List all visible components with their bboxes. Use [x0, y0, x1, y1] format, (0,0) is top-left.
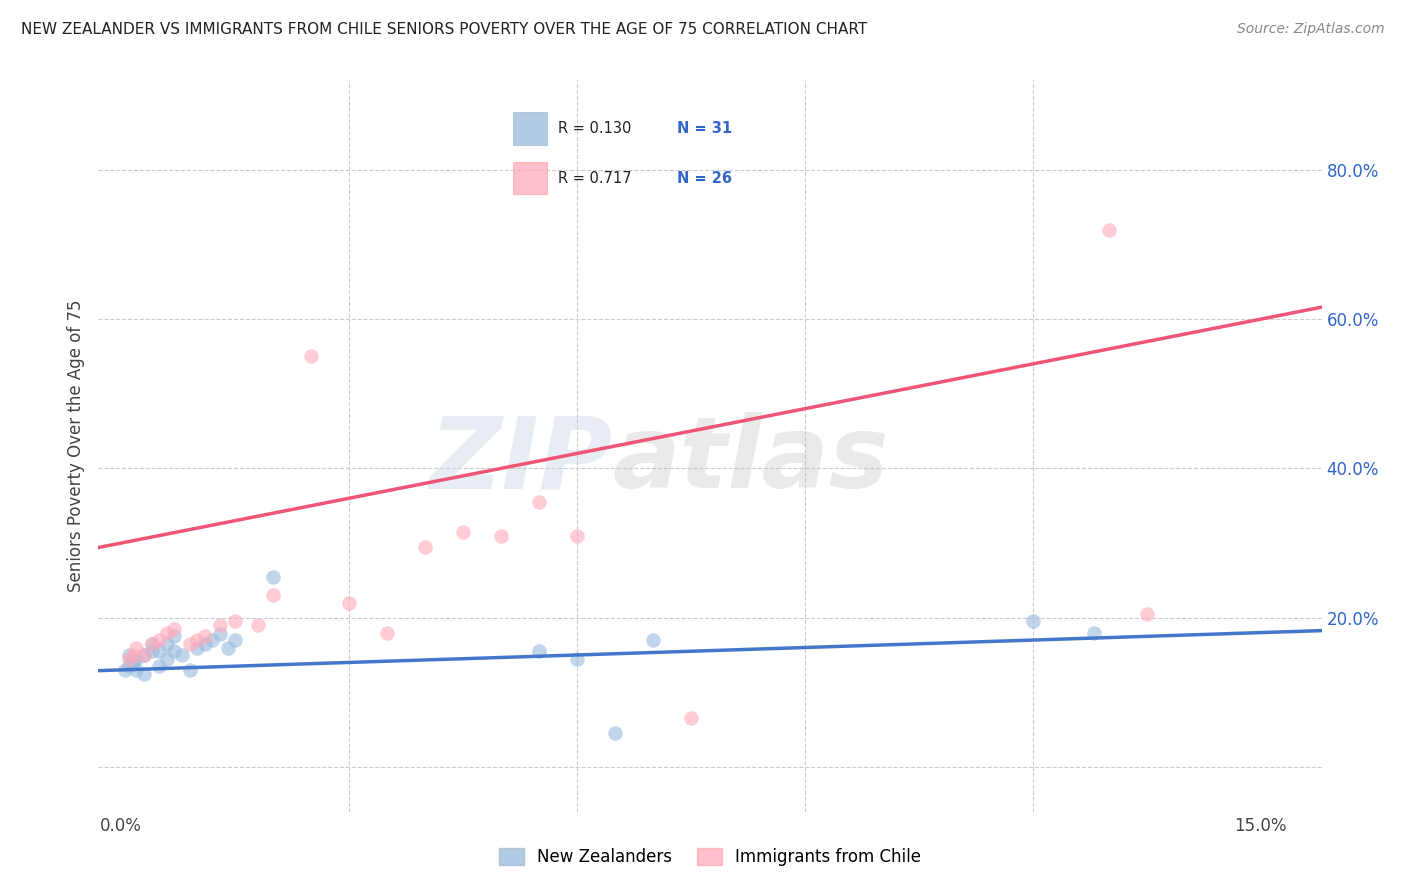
Point — [141, 637, 163, 651]
Point — [262, 588, 284, 602]
Point — [114, 663, 136, 677]
Point — [125, 663, 148, 677]
Point — [679, 711, 702, 725]
Point — [125, 651, 148, 665]
Point — [489, 528, 512, 542]
Point — [156, 625, 179, 640]
Point — [132, 648, 155, 662]
Point — [186, 640, 208, 655]
Point — [451, 524, 474, 539]
Point — [208, 627, 231, 641]
Text: NEW ZEALANDER VS IMMIGRANTS FROM CHILE SENIORS POVERTY OVER THE AGE OF 75 CORREL: NEW ZEALANDER VS IMMIGRANTS FROM CHILE S… — [21, 22, 868, 37]
Point — [121, 648, 143, 662]
Point — [118, 651, 141, 665]
Point — [148, 633, 170, 648]
Point — [337, 596, 360, 610]
Point — [156, 651, 179, 665]
Point — [118, 659, 141, 673]
Point — [186, 633, 208, 648]
Point — [565, 651, 588, 665]
Point — [141, 637, 163, 651]
Point — [224, 633, 246, 648]
Point — [1136, 607, 1159, 621]
Point — [118, 648, 141, 662]
Point — [527, 644, 550, 658]
Point — [163, 644, 186, 658]
Text: ZIP: ZIP — [429, 412, 612, 509]
Point — [641, 633, 664, 648]
Point — [299, 350, 322, 364]
Text: Source: ZipAtlas.com: Source: ZipAtlas.com — [1237, 22, 1385, 37]
Point — [1098, 222, 1121, 236]
Point — [141, 644, 163, 658]
Point — [565, 528, 588, 542]
Point — [125, 640, 148, 655]
Point — [156, 637, 179, 651]
Point — [262, 569, 284, 583]
Point — [148, 644, 170, 658]
Point — [132, 648, 155, 662]
Point — [121, 656, 143, 670]
Point — [179, 663, 201, 677]
Point — [148, 659, 170, 673]
Point — [179, 637, 201, 651]
Point — [1083, 625, 1105, 640]
Point — [201, 633, 224, 648]
Point — [132, 666, 155, 681]
Point — [163, 622, 186, 636]
Point — [217, 640, 239, 655]
Point — [246, 618, 269, 632]
Point — [1022, 615, 1045, 629]
Y-axis label: Seniors Poverty Over the Age of 75: Seniors Poverty Over the Age of 75 — [66, 300, 84, 592]
Point — [375, 625, 398, 640]
Point — [224, 615, 246, 629]
Point — [413, 540, 436, 554]
Text: atlas: atlas — [612, 412, 889, 509]
Point — [194, 637, 217, 651]
Point — [527, 495, 550, 509]
Point — [208, 618, 231, 632]
Legend: New Zealanders, Immigrants from Chile: New Zealanders, Immigrants from Chile — [492, 841, 928, 873]
Point — [603, 726, 626, 740]
Point — [194, 629, 217, 643]
Point — [163, 629, 186, 643]
Point — [170, 648, 193, 662]
